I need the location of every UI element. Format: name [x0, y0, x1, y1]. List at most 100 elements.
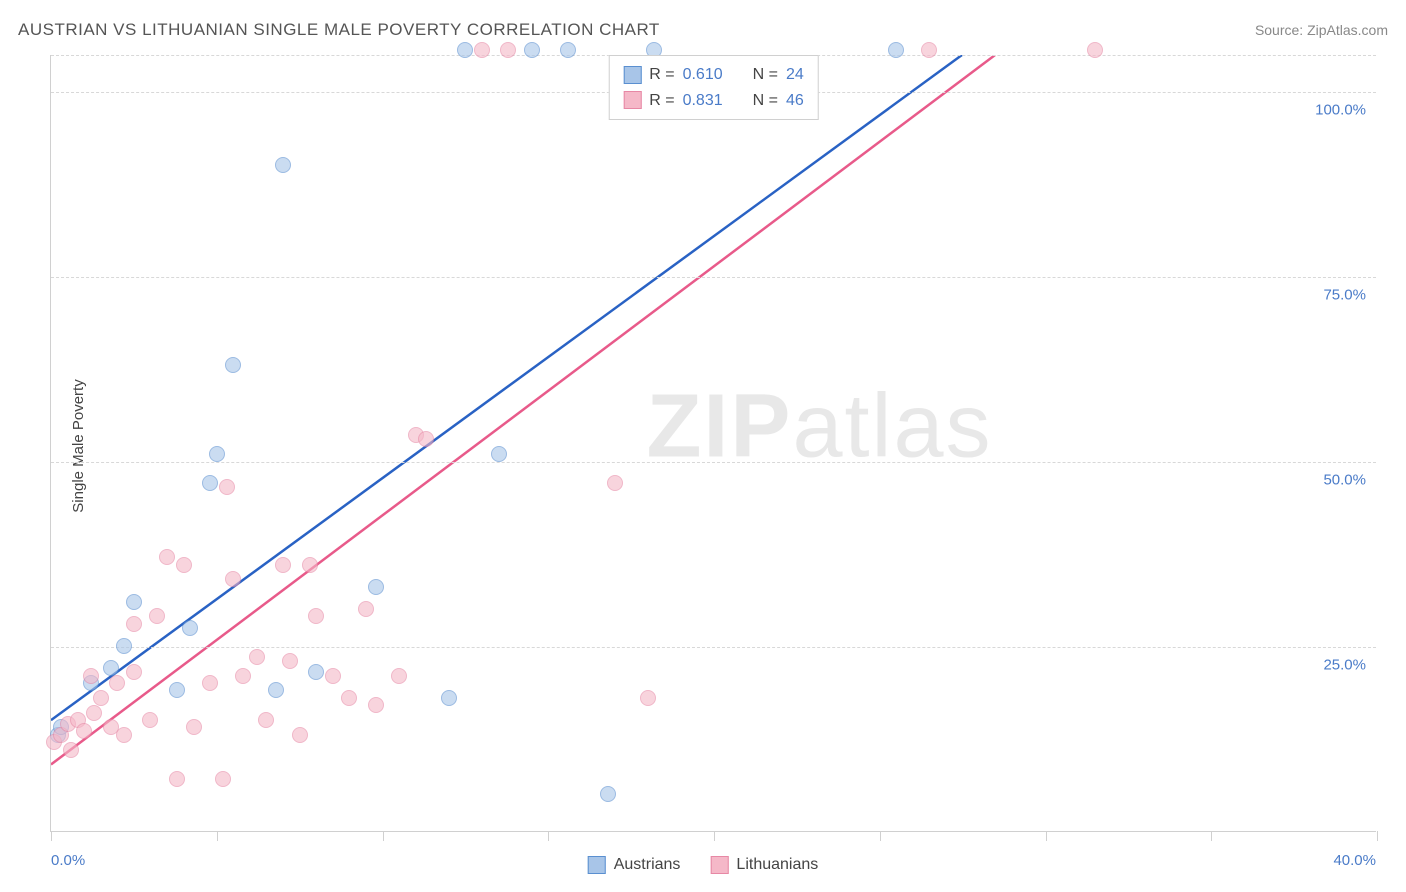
data-point: [86, 705, 102, 721]
r-value: 0.831: [683, 88, 723, 114]
y-tick-label: 50.0%: [1323, 472, 1366, 489]
stats-legend-row: R = 0.831 N = 46: [623, 88, 804, 114]
r-label: R =: [649, 62, 674, 88]
series-legend-item: Austrians: [588, 856, 681, 874]
legend-swatch: [623, 91, 641, 109]
data-point: [1087, 42, 1103, 58]
data-point: [159, 549, 175, 565]
watermark: ZIPatlas: [646, 376, 992, 479]
data-point: [202, 475, 218, 491]
x-tick: [51, 831, 52, 841]
source-label: Source: ZipAtlas.com: [1255, 22, 1388, 38]
n-label: N =: [753, 62, 778, 88]
data-point: [149, 608, 165, 624]
data-point: [888, 42, 904, 58]
y-tick-label: 75.0%: [1323, 287, 1366, 304]
data-point: [441, 690, 457, 706]
x-tick: [880, 831, 881, 841]
data-point: [142, 712, 158, 728]
data-point: [63, 742, 79, 758]
header: AUSTRIAN VS LITHUANIAN SINGLE MALE POVER…: [18, 20, 1388, 40]
data-point: [169, 682, 185, 698]
gridline: [51, 647, 1376, 648]
data-point: [474, 42, 490, 58]
data-point: [116, 638, 132, 654]
data-point: [308, 664, 324, 680]
data-point: [607, 475, 623, 491]
x-tick-label: 0.0%: [51, 852, 85, 869]
x-tick: [217, 831, 218, 841]
data-point: [368, 579, 384, 595]
data-point: [268, 682, 284, 698]
y-tick-label: 25.0%: [1323, 657, 1366, 674]
data-point: [126, 594, 142, 610]
data-point: [308, 608, 324, 624]
data-point: [640, 690, 656, 706]
data-point: [258, 712, 274, 728]
data-point: [215, 771, 231, 787]
data-point: [235, 668, 251, 684]
gridline: [51, 277, 1376, 278]
data-point: [391, 668, 407, 684]
chart-title: AUSTRIAN VS LITHUANIAN SINGLE MALE POVER…: [18, 20, 660, 40]
data-point: [600, 786, 616, 802]
data-point: [358, 601, 374, 617]
series-legend: Austrians Lithuanians: [588, 856, 819, 874]
data-point: [176, 557, 192, 573]
data-point: [126, 616, 142, 632]
data-point: [457, 42, 473, 58]
legend-swatch: [588, 856, 606, 874]
data-point: [341, 690, 357, 706]
data-point: [302, 557, 318, 573]
data-point: [524, 42, 540, 58]
r-label: R =: [649, 88, 674, 114]
n-value: 24: [786, 62, 804, 88]
data-point: [325, 668, 341, 684]
data-point: [491, 446, 507, 462]
data-point: [103, 660, 119, 676]
x-tick: [1377, 831, 1378, 841]
chart-plot-area: ZIPatlas R = 0.610 N = 24 R = 0.831 N = …: [50, 55, 1376, 832]
data-point: [83, 668, 99, 684]
data-point: [116, 727, 132, 743]
series-legend-label: Lithuanians: [736, 856, 818, 874]
data-point: [109, 675, 125, 691]
y-tick-label: 100.0%: [1315, 102, 1366, 119]
x-tick-label: 40.0%: [1333, 852, 1376, 869]
series-legend-label: Austrians: [614, 856, 681, 874]
data-point: [202, 675, 218, 691]
data-point: [292, 727, 308, 743]
data-point: [282, 653, 298, 669]
n-value: 46: [786, 88, 804, 114]
data-point: [126, 664, 142, 680]
data-point: [921, 42, 937, 58]
stats-legend: R = 0.610 N = 24 R = 0.831 N = 46: [608, 55, 819, 120]
x-tick: [1211, 831, 1212, 841]
data-point: [560, 42, 576, 58]
legend-swatch: [623, 66, 641, 84]
data-point: [249, 649, 265, 665]
data-point: [186, 719, 202, 735]
x-tick: [383, 831, 384, 841]
data-point: [76, 723, 92, 739]
x-tick: [1046, 831, 1047, 841]
x-tick: [714, 831, 715, 841]
data-point: [368, 697, 384, 713]
data-point: [93, 690, 109, 706]
data-point: [275, 157, 291, 173]
data-point: [418, 431, 434, 447]
data-point: [225, 571, 241, 587]
data-point: [182, 620, 198, 636]
series-legend-item: Lithuanians: [710, 856, 818, 874]
n-label: N =: [753, 88, 778, 114]
data-point: [225, 357, 241, 373]
x-tick: [548, 831, 549, 841]
legend-swatch: [710, 856, 728, 874]
data-point: [219, 479, 235, 495]
data-point: [500, 42, 516, 58]
data-point: [209, 446, 225, 462]
data-point: [169, 771, 185, 787]
stats-legend-row: R = 0.610 N = 24: [623, 62, 804, 88]
data-point: [275, 557, 291, 573]
r-value: 0.610: [683, 62, 723, 88]
